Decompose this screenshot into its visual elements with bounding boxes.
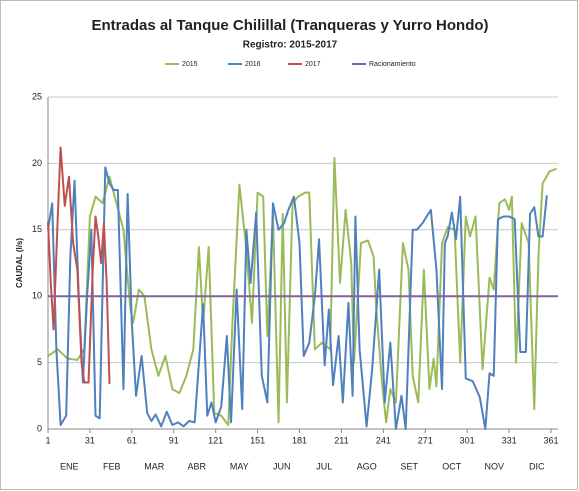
x-tick-label: 301 xyxy=(460,435,475,445)
x-tick-label: 181 xyxy=(292,435,307,445)
month-label: JUN xyxy=(273,461,291,471)
series-line xyxy=(47,146,111,384)
x-tick-label: 271 xyxy=(418,435,433,445)
series-line xyxy=(47,166,548,430)
y-tick-label: 15 xyxy=(32,224,42,234)
month-label: SET xyxy=(400,461,418,471)
x-tick-label: 121 xyxy=(208,435,223,445)
legend-label: 2015 xyxy=(182,61,198,68)
x-tick-label: 331 xyxy=(502,435,517,445)
month-label: ENE xyxy=(60,461,79,471)
month-label: ABR xyxy=(187,461,206,471)
y-tick-label: 5 xyxy=(37,357,42,367)
series-line xyxy=(47,157,557,427)
month-label: MAR xyxy=(144,461,165,471)
y-tick-label: 25 xyxy=(32,91,42,101)
chart-subtitle: Registro: 2015-2017 xyxy=(243,40,338,51)
x-tick-label: 361 xyxy=(543,435,558,445)
x-tick-label: 151 xyxy=(250,435,265,445)
chart-title: Entradas al Tanque Chilillal (Tranqueras… xyxy=(91,17,488,34)
month-label: DIC xyxy=(529,461,545,471)
month-label: FEB xyxy=(103,461,121,471)
y-tick-label: 0 xyxy=(37,423,42,433)
legend-label: Racionamiento xyxy=(369,61,416,68)
y-tick-label: 10 xyxy=(32,291,42,301)
month-label: AGO xyxy=(357,461,377,471)
month-label: NOV xyxy=(484,461,504,471)
x-tick-label: 61 xyxy=(127,435,137,445)
x-tick-label: 241 xyxy=(376,435,391,445)
legend-label: 2017 xyxy=(305,61,321,68)
x-tick-label: 211 xyxy=(334,435,348,445)
x-tick-label: 31 xyxy=(85,435,95,445)
y-axis-label: CAUDAL (l/s) xyxy=(15,238,24,288)
y-tick-label: 20 xyxy=(32,158,42,168)
legend-label: 2016 xyxy=(245,61,261,68)
x-tick-label: 1 xyxy=(45,435,50,445)
month-label: OCT xyxy=(442,461,462,471)
month-label: JUL xyxy=(316,461,332,471)
x-tick-label: 91 xyxy=(169,435,179,445)
month-label: MAY xyxy=(230,461,249,471)
